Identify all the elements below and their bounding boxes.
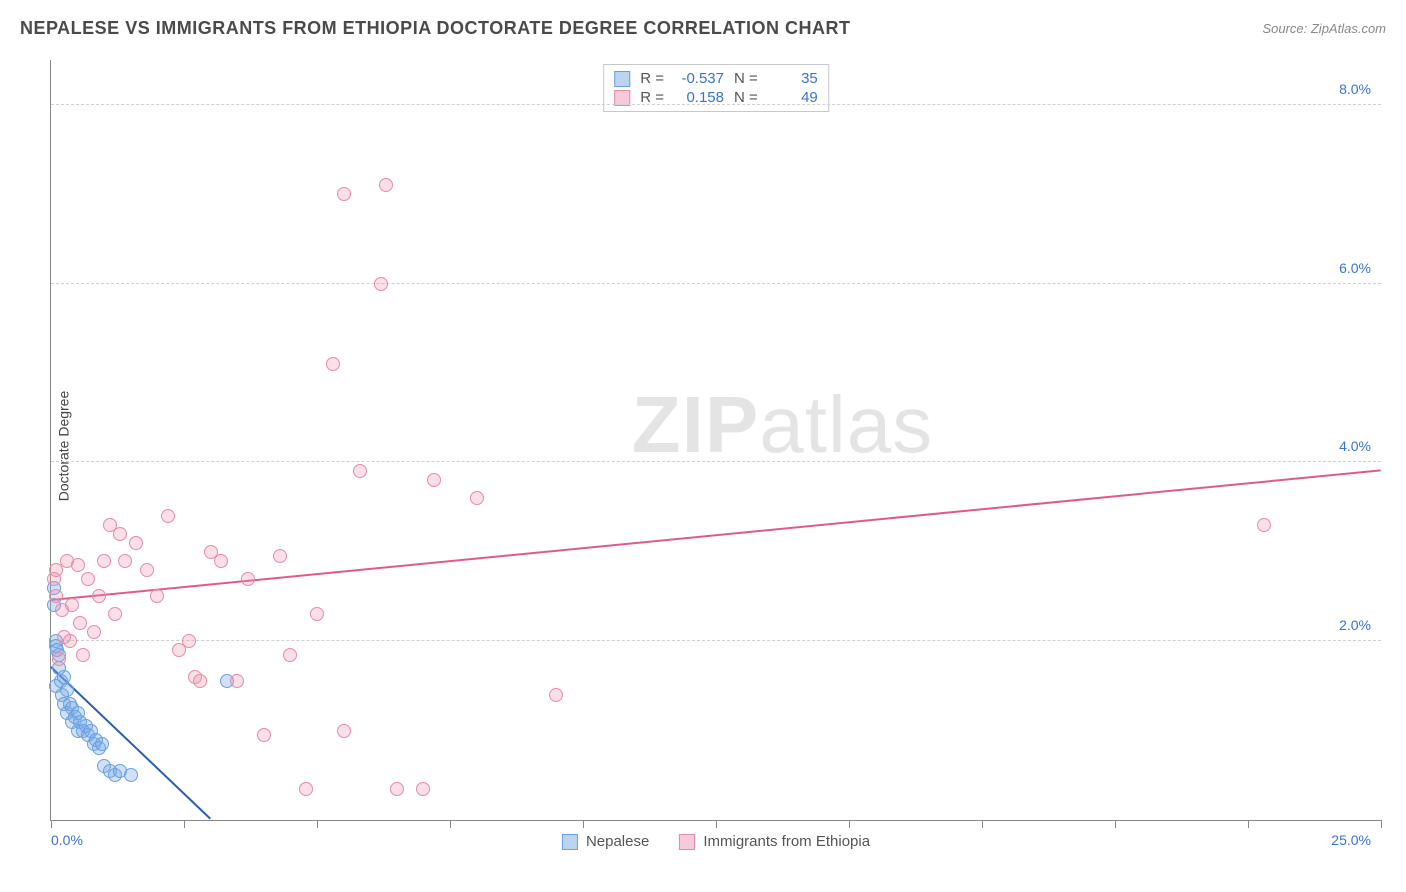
data-point — [273, 549, 287, 563]
data-point — [87, 625, 101, 639]
watermark-light: atlas — [759, 380, 933, 469]
x-tick — [450, 820, 451, 828]
data-point — [108, 607, 122, 621]
source-label: Source: ZipAtlas.com — [1262, 21, 1386, 36]
data-point — [92, 589, 106, 603]
data-point — [230, 674, 244, 688]
data-point — [182, 634, 196, 648]
x-tick — [1248, 820, 1249, 828]
x-tick — [317, 820, 318, 828]
y-tick-label: 2.0% — [1339, 617, 1371, 633]
x-origin-label: 0.0% — [51, 832, 83, 848]
data-point — [241, 572, 255, 586]
x-tick — [982, 820, 983, 828]
data-point — [73, 616, 87, 630]
watermark-bold: ZIP — [632, 380, 759, 469]
stats-row: R = -0.537 N = 35 — [614, 69, 818, 88]
y-tick-label: 4.0% — [1339, 438, 1371, 454]
swatch-pink — [679, 834, 695, 850]
data-point — [283, 648, 297, 662]
data-point — [257, 728, 271, 742]
plot-area: ZIPatlas R = -0.537 N = 35 R = 0.158 N =… — [50, 60, 1381, 821]
x-tick — [1381, 820, 1382, 828]
gridline — [51, 283, 1381, 284]
watermark: ZIPatlas — [632, 379, 933, 471]
data-point — [140, 563, 154, 577]
stat-n-label: N = — [734, 70, 758, 87]
data-point — [65, 598, 79, 612]
data-point — [57, 670, 71, 684]
stats-box: R = -0.537 N = 35 R = 0.158 N = 49 — [603, 64, 829, 112]
data-point — [374, 277, 388, 291]
stat-r-value: -0.537 — [674, 70, 724, 87]
data-point — [76, 648, 90, 662]
gridline — [51, 104, 1381, 105]
data-point — [470, 491, 484, 505]
x-tick — [583, 820, 584, 828]
x-tick — [184, 820, 185, 828]
legend-item: Immigrants from Ethiopia — [679, 833, 870, 850]
data-point — [60, 683, 74, 697]
x-tick — [716, 820, 717, 828]
gridline — [51, 461, 1381, 462]
data-point — [214, 554, 228, 568]
x-tick — [849, 820, 850, 828]
data-point — [161, 509, 175, 523]
data-point — [113, 527, 127, 541]
data-point — [337, 187, 351, 201]
data-point — [52, 652, 66, 666]
bottom-legend: Nepalese Immigrants from Ethiopia — [562, 833, 870, 850]
data-point — [193, 674, 207, 688]
data-point — [379, 178, 393, 192]
data-point — [390, 782, 404, 796]
data-point — [427, 473, 441, 487]
data-point — [81, 572, 95, 586]
data-point — [129, 536, 143, 550]
data-point — [63, 634, 77, 648]
data-point — [337, 724, 351, 738]
stat-r-label: R = — [640, 70, 664, 87]
stat-n-value: 35 — [768, 70, 818, 87]
legend-label: Immigrants from Ethiopia — [703, 833, 870, 850]
data-point — [416, 782, 430, 796]
chart-header: NEPALESE VS IMMIGRANTS FROM ETHIOPIA DOC… — [20, 18, 1386, 39]
data-point — [71, 558, 85, 572]
legend-label: Nepalese — [586, 833, 649, 850]
legend-item: Nepalese — [562, 833, 649, 850]
gridline — [51, 640, 1381, 641]
data-point — [95, 737, 109, 751]
x-tick — [51, 820, 52, 828]
y-tick-label: 6.0% — [1339, 260, 1371, 276]
data-point — [353, 464, 367, 478]
data-point — [118, 554, 132, 568]
data-point — [124, 768, 138, 782]
swatch-blue — [614, 71, 630, 87]
chart-title: NEPALESE VS IMMIGRANTS FROM ETHIOPIA DOC… — [20, 18, 851, 39]
data-point — [310, 607, 324, 621]
y-tick-label: 8.0% — [1339, 81, 1371, 97]
data-point — [549, 688, 563, 702]
data-point — [49, 589, 63, 603]
data-point — [1257, 518, 1271, 532]
x-tick — [1115, 820, 1116, 828]
data-point — [97, 554, 111, 568]
data-point — [150, 589, 164, 603]
data-point — [326, 357, 340, 371]
swatch-blue — [562, 834, 578, 850]
x-max-label: 25.0% — [1331, 832, 1371, 848]
data-point — [299, 782, 313, 796]
trend-line — [50, 666, 211, 819]
